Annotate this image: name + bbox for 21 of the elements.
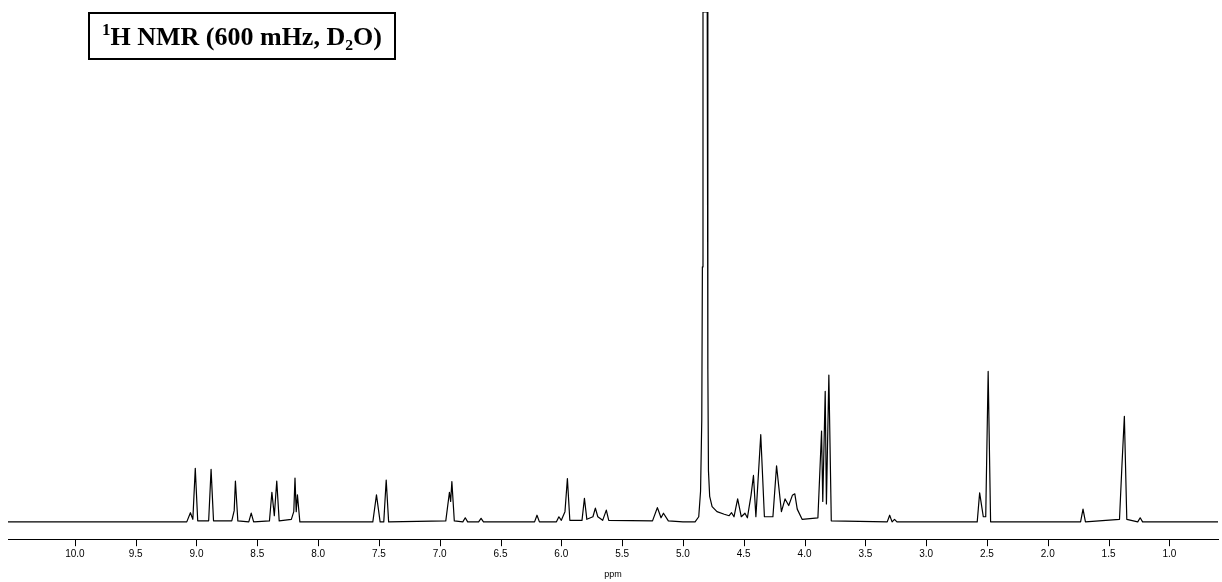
x-tick-label: 4.5 [736,547,752,559]
x-tick-label: 5.5 [615,547,630,559]
x-tick-label: 9.5 [128,547,144,559]
x-tick-label: 7.0 [432,547,448,559]
x-tick-label: 10.0 [65,547,86,559]
x-tick-label: 1.5 [1101,547,1116,559]
x-tick-label: 3.5 [858,547,873,559]
x-tick-label: 6.0 [554,547,569,559]
x-tick-label: 9.0 [189,547,204,559]
x-axis-title: ppm [604,569,622,580]
x-tick-label: 7.5 [371,547,387,559]
chart-title: $^{1}$H NMR (600 mHz, D₂O) [88,12,396,60]
x-tick-label: 2.0 [1040,547,1056,559]
x-tick-label: 3.0 [919,547,934,559]
x-tick-label: 1.0 [1162,547,1177,559]
x-tick-label: 4.0 [797,547,812,559]
x-tick-label: 8.5 [250,547,265,559]
x-tick-label: 8.0 [311,547,326,559]
x-tick-label: 5.0 [675,547,691,559]
x-tick-label: 2.5 [979,547,995,559]
x-tick-label: 6.5 [493,547,508,559]
